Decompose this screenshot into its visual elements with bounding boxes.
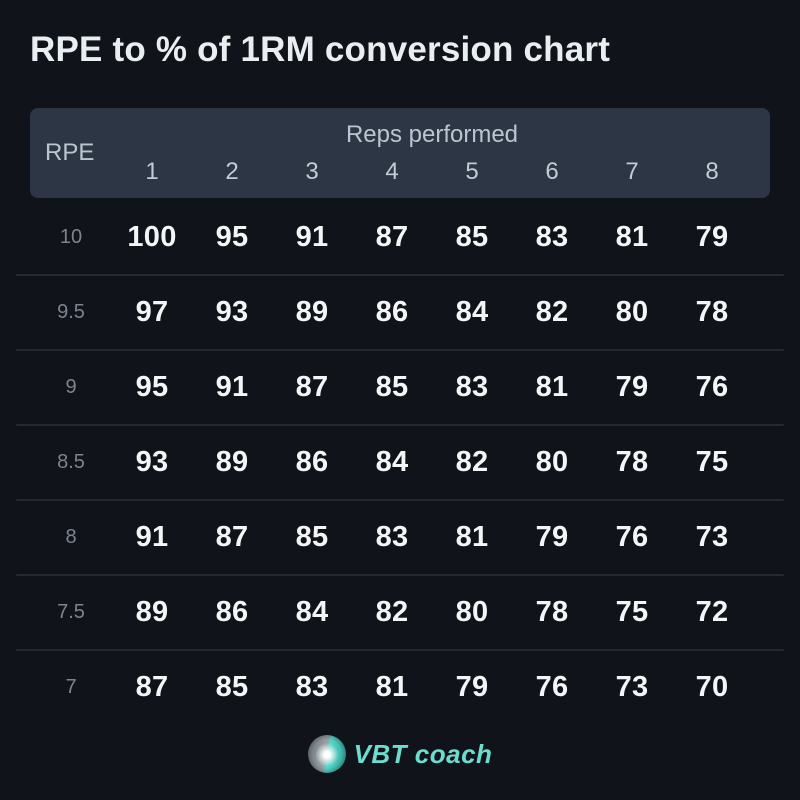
percent-1rm-cell: 86 bbox=[295, 446, 329, 478]
brand-footer: VBT coach bbox=[0, 734, 800, 774]
percent-1rm-cell: 79 bbox=[615, 371, 649, 403]
percent-1rm-cell: 89 bbox=[295, 296, 329, 328]
percent-1rm-cell: 78 bbox=[535, 596, 569, 628]
percent-1rm-cell: 76 bbox=[535, 671, 569, 703]
reps-performed-header: Reps performed bbox=[345, 121, 519, 148]
percent-1rm-cell: 80 bbox=[615, 296, 649, 328]
percent-1rm-cell: 85 bbox=[375, 371, 409, 403]
rep-column-header: 8 bbox=[705, 158, 719, 185]
percent-1rm-cell: 80 bbox=[455, 596, 489, 628]
percent-1rm-cell: 78 bbox=[615, 446, 649, 478]
percent-1rm-cell: 87 bbox=[135, 671, 169, 703]
percent-1rm-cell: 100 bbox=[127, 221, 177, 253]
percent-1rm-cell: 76 bbox=[615, 521, 649, 553]
percent-1rm-cell: 72 bbox=[695, 596, 729, 628]
percent-1rm-cell: 86 bbox=[375, 296, 409, 328]
percent-1rm-cell: 80 bbox=[535, 446, 569, 478]
table-body: 10 100 95 91 87 85 83 81 79 9.5 97 93 89 86 84 82 80 78 9 9… bbox=[0, 200, 800, 725]
percent-1rm-cell: 97 bbox=[135, 296, 169, 328]
percent-1rm-cell: 89 bbox=[135, 596, 169, 628]
percent-1rm-cell: 84 bbox=[295, 596, 329, 628]
rep-count-header-row: 1 2 3 4 5 6 7 8 bbox=[112, 152, 752, 192]
table-row: 8 91 87 85 83 81 79 76 73 bbox=[0, 500, 800, 576]
rpe-value-label: 8.5 bbox=[57, 451, 85, 473]
percent-1rm-cell: 73 bbox=[615, 671, 649, 703]
velocity-sphere-icon bbox=[307, 735, 346, 773]
percent-1rm-cell: 79 bbox=[695, 221, 729, 253]
percent-1rm-cell: 76 bbox=[695, 371, 729, 403]
percent-1rm-cell: 82 bbox=[535, 296, 569, 328]
table-row: 7.5 89 86 84 82 80 78 75 72 bbox=[0, 575, 800, 651]
rep-column-header: 7 bbox=[625, 158, 639, 185]
percent-1rm-cell: 82 bbox=[375, 596, 409, 628]
percent-1rm-cell: 83 bbox=[295, 671, 329, 703]
percent-1rm-cell: 91 bbox=[295, 221, 329, 253]
percent-1rm-cell: 85 bbox=[455, 221, 489, 253]
table-row: 7 87 85 83 81 79 76 73 70 bbox=[0, 650, 800, 725]
rpe-value-label: 9.5 bbox=[57, 301, 85, 323]
percent-1rm-cell: 75 bbox=[695, 446, 729, 478]
table-header: RPE Reps performed 1 2 3 4 5 6 7 8 bbox=[30, 108, 770, 198]
percent-1rm-cell: 93 bbox=[135, 446, 169, 478]
percent-1rm-cell: 91 bbox=[215, 371, 249, 403]
rep-column-header: 3 bbox=[305, 158, 319, 185]
rpe-value-label: 10 bbox=[59, 226, 83, 248]
percent-1rm-cell: 83 bbox=[455, 371, 489, 403]
percent-1rm-cell: 87 bbox=[295, 371, 329, 403]
percent-1rm-cell: 95 bbox=[215, 221, 249, 253]
percent-1rm-cell: 83 bbox=[375, 521, 409, 553]
percent-1rm-cell: 84 bbox=[375, 446, 409, 478]
percent-1rm-cell: 85 bbox=[295, 521, 329, 553]
percent-1rm-cell: 93 bbox=[215, 296, 249, 328]
rep-column-header: 4 bbox=[385, 158, 399, 185]
table-row: 8.5 93 89 86 84 82 80 78 75 bbox=[0, 425, 800, 501]
table-row: 9.5 97 93 89 86 84 82 80 78 bbox=[0, 275, 800, 351]
rep-column-header: 6 bbox=[545, 158, 559, 185]
percent-1rm-cell: 75 bbox=[615, 596, 649, 628]
rpe-value-label: 7.5 bbox=[57, 601, 85, 623]
percent-1rm-cell: 81 bbox=[535, 371, 569, 403]
percent-1rm-cell: 81 bbox=[615, 221, 649, 253]
percent-1rm-cell: 82 bbox=[455, 446, 489, 478]
table-row: 10 100 95 91 87 85 83 81 79 bbox=[0, 200, 800, 276]
percent-1rm-cell: 91 bbox=[135, 521, 169, 553]
brand-name: VBT coach bbox=[353, 738, 493, 769]
percent-1rm-cell: 81 bbox=[455, 521, 489, 553]
rpe-value-label: 9 bbox=[65, 376, 77, 398]
page-title: RPE to % of 1RM conversion chart bbox=[30, 30, 611, 69]
percent-1rm-cell: 84 bbox=[455, 296, 489, 328]
percent-1rm-cell: 95 bbox=[135, 371, 169, 403]
rpe-column-header: RPE bbox=[45, 139, 95, 166]
percent-1rm-cell: 86 bbox=[215, 596, 249, 628]
percent-1rm-cell: 85 bbox=[215, 671, 249, 703]
percent-1rm-cell: 83 bbox=[535, 221, 569, 253]
rep-column-header: 1 bbox=[145, 158, 159, 185]
percent-1rm-cell: 87 bbox=[215, 521, 249, 553]
percent-1rm-cell: 70 bbox=[695, 671, 729, 703]
rpe-value-label: 7 bbox=[65, 676, 77, 698]
rep-column-header: 5 bbox=[465, 158, 479, 185]
percent-1rm-cell: 79 bbox=[455, 671, 489, 703]
table-row: 9 95 91 87 85 83 81 79 76 bbox=[0, 350, 800, 426]
percent-1rm-cell: 81 bbox=[375, 671, 409, 703]
percent-1rm-cell: 78 bbox=[695, 296, 729, 328]
percent-1rm-cell: 89 bbox=[215, 446, 249, 478]
rpe-value-label: 8 bbox=[65, 526, 77, 548]
percent-1rm-cell: 79 bbox=[535, 521, 569, 553]
percent-1rm-cell: 73 bbox=[695, 521, 729, 553]
percent-1rm-cell: 87 bbox=[375, 221, 409, 253]
rep-column-header: 2 bbox=[225, 158, 239, 185]
